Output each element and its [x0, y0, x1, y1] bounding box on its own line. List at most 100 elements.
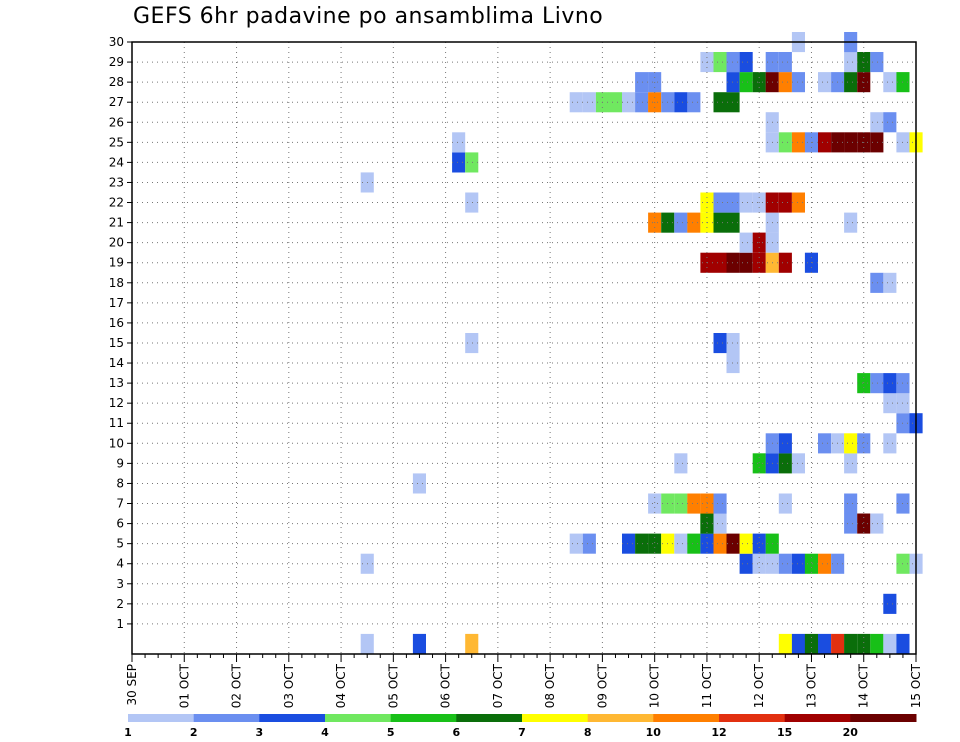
- legend-swatch: [784, 714, 851, 722]
- legend-swatch: [719, 714, 786, 722]
- y-tick-label: 15: [109, 336, 124, 350]
- legend-swatch: [259, 714, 326, 722]
- heatmap-cell: [883, 393, 897, 414]
- heatmap-cell: [648, 533, 662, 554]
- heatmap-cell: [791, 553, 805, 574]
- heatmap-cell: [635, 92, 649, 113]
- heatmap-cell: [700, 493, 714, 514]
- heatmap-cell: [569, 533, 583, 554]
- heatmap-cell: [752, 453, 766, 474]
- heatmap-cell: [700, 513, 714, 534]
- heatmap-cell: [739, 232, 753, 253]
- heatmap-cell: [674, 493, 688, 514]
- y-tick-label: 25: [109, 135, 124, 149]
- heatmap-cell: [700, 533, 714, 554]
- heatmap-cell: [739, 252, 753, 273]
- heatmap-cell: [713, 333, 727, 354]
- heatmap-cell: [687, 493, 701, 514]
- heatmap-cell: [804, 553, 818, 574]
- x-tick-label: 07 OCT: [491, 663, 505, 708]
- heatmap-cell: [857, 513, 871, 534]
- x-tick-label: 01 OCT: [177, 663, 191, 708]
- y-tick-label: 19: [109, 256, 124, 270]
- x-tick-label: 02 OCT: [230, 663, 244, 708]
- heatmap-cell: [857, 633, 871, 654]
- heatmap-cell: [465, 333, 479, 354]
- y-tick-label: 11: [109, 416, 124, 430]
- legend-swatch: [193, 714, 260, 722]
- heatmap-cell: [791, 192, 805, 213]
- y-tick-label: 8: [116, 476, 124, 490]
- heatmap-cell: [883, 373, 897, 394]
- legend-label: 8: [584, 726, 592, 739]
- legend-label: 7: [518, 726, 526, 739]
- heatmap-cell: [713, 192, 727, 213]
- legend: 1 2 3 4 5 6 7 8 10 12 15 20: [124, 714, 917, 739]
- y-tick-label: 17: [109, 296, 124, 310]
- legend-label: 4: [321, 726, 329, 739]
- y-tick-label: 7: [116, 497, 124, 511]
- legend-swatch: [850, 714, 917, 722]
- heatmap-cell: [831, 633, 845, 654]
- y-tick-label: 21: [109, 216, 124, 230]
- heatmap-cell: [857, 373, 871, 394]
- heatmap-cell: [713, 493, 727, 514]
- legend-label: 10: [646, 726, 662, 739]
- heatmap-cell: [726, 333, 740, 354]
- y-tick-label: 30: [109, 35, 124, 49]
- heatmap-cell: [635, 72, 649, 93]
- heatmap-cell: [752, 533, 766, 554]
- heatmap-cell: [778, 192, 792, 213]
- x-tick-label: 11 OCT: [700, 663, 714, 708]
- heatmap-cell: [569, 92, 583, 113]
- heatmap-cell: [713, 513, 727, 534]
- y-tick-label: 20: [109, 236, 124, 250]
- heatmap-cell: [465, 633, 479, 654]
- heatmap-cell: [452, 132, 466, 153]
- legend-swatch: [456, 714, 523, 722]
- legend-label: 12: [711, 726, 726, 739]
- heatmap-cell: [674, 92, 688, 113]
- y-tick-label: 6: [116, 517, 124, 531]
- heatmap-cell: [778, 553, 792, 574]
- heatmap-cell: [818, 132, 832, 153]
- y-tick-label: 16: [109, 316, 124, 330]
- heatmap-cell: [883, 593, 897, 614]
- y-tick-label: 3: [116, 577, 124, 591]
- y-tick-label: 13: [109, 376, 124, 390]
- heatmap-cell: [844, 132, 858, 153]
- y-tick-label: 26: [109, 115, 124, 129]
- heatmap-cell: [465, 192, 479, 213]
- heatmap-cell: [844, 72, 858, 93]
- heatmap-cell: [870, 52, 884, 73]
- heatmap-cell: [818, 72, 832, 93]
- heatmap-cell: [726, 212, 740, 233]
- legend-swatch: [390, 714, 457, 722]
- heatmap-cell: [713, 52, 727, 73]
- heatmap-cell: [713, 252, 727, 273]
- heatmap-cell: [648, 493, 662, 514]
- y-tick-label: 5: [116, 537, 124, 551]
- x-tick-label: 14 OCT: [857, 663, 871, 708]
- y-tick-label: 18: [109, 276, 124, 290]
- heatmap-cell: [726, 533, 740, 554]
- heatmap-cell: [870, 132, 884, 153]
- y-tick-label: 9: [116, 456, 124, 470]
- legend-swatch: [128, 714, 195, 722]
- y-tick-label: 29: [109, 55, 124, 69]
- heatmap-cell: [896, 633, 910, 654]
- heatmap-cell: [844, 493, 858, 514]
- x-tick-label: 09 OCT: [595, 663, 609, 708]
- legend-label: 2: [190, 726, 198, 739]
- y-tick-label: 27: [109, 95, 124, 109]
- heatmap-cell: [739, 52, 753, 73]
- ticks-layer: 1234567891011121314151617181920212223242…: [109, 35, 923, 708]
- y-tick-label: 22: [109, 196, 124, 210]
- legend-label: 1: [124, 726, 132, 739]
- x-tick-label: 08 OCT: [543, 663, 557, 708]
- heatmap-cell: [778, 433, 792, 454]
- x-tick-label: 04 OCT: [334, 663, 348, 708]
- y-tick-label: 24: [109, 155, 124, 169]
- heatmap-cell: [791, 453, 805, 474]
